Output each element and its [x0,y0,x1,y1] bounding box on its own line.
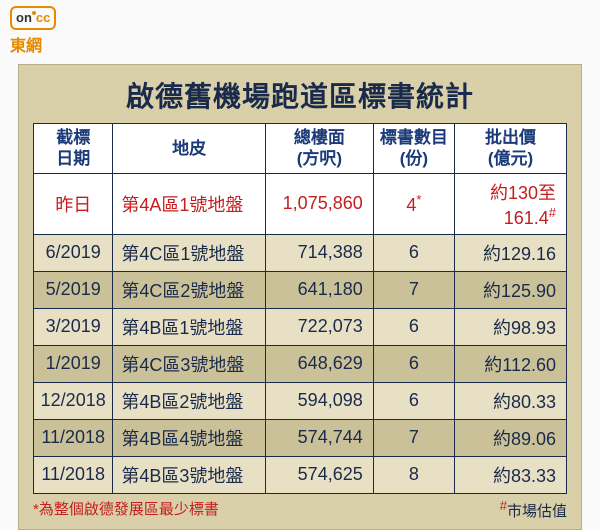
cell-lot: 第4B區3號地盤 [113,456,266,493]
cell-price: 約89.06 [455,419,567,456]
cell-date: 6/2019 [34,234,113,271]
cell-area: 574,625 [265,456,373,493]
cell-lot: 第4B區2號地盤 [113,382,266,419]
table-row: 1/2019第4C區3號地盤648,6296約112.60 [34,345,567,382]
table-row: 11/2018第4B區3號地盤574,6258約83.33 [34,456,567,493]
th-lot: 地皮 [113,124,266,174]
cell-price: 約130至161.4# [455,173,567,234]
cell-area: 641,180 [265,271,373,308]
brand-logo: oncc 東網 [0,0,600,58]
table-row: 6/2019第4C區1號地盤714,3886約129.16 [34,234,567,271]
cell-area: 594,098 [265,382,373,419]
cell-date: 3/2019 [34,308,113,345]
cell-bids: 8 [373,456,454,493]
table-row: 11/2018第4B區4號地盤574,7447約89.06 [34,419,567,456]
logo-cc: cc [36,10,50,25]
cell-area: 648,629 [265,345,373,382]
cell-date: 11/2018 [34,456,113,493]
th-price: 批出價(億元) [455,124,567,174]
cell-price: 約83.33 [455,456,567,493]
cell-lot: 第4A區1號地盤 [113,173,266,234]
panel-title: 啟德舊機場跑道區標書統計 [33,75,567,115]
cell-bids: 6 [373,345,454,382]
cell-area: 714,388 [265,234,373,271]
stats-panel: 啟德舊機場跑道區標書統計 截標日期 地皮 總樓面(方呎) 標書數目(份) 批出價… [18,64,582,530]
cell-price: 約98.93 [455,308,567,345]
table-header-row: 截標日期 地皮 總樓面(方呎) 標書數目(份) 批出價(億元) [34,124,567,174]
cell-lot: 第4C區2號地盤 [113,271,266,308]
cell-area: 1,075,860 [265,173,373,234]
cell-date: 11/2018 [34,419,113,456]
cell-lot: 第4C區3號地盤 [113,345,266,382]
cell-date: 5/2019 [34,271,113,308]
cell-bids: 6 [373,308,454,345]
th-area: 總樓面(方呎) [265,124,373,174]
cell-date: 12/2018 [34,382,113,419]
footnotes: *為整個啟德發展區最少標書 #市場估值 [33,498,567,521]
logo-icon: oncc [10,6,56,30]
cell-lot: 第4B區4號地盤 [113,419,266,456]
table-row: 昨日第4A區1號地盤1,075,8604*約130至161.4# [34,173,567,234]
table-row: 3/2019第4B區1號地盤722,0736約98.93 [34,308,567,345]
table-row: 5/2019第4C區2號地盤641,1807約125.90 [34,271,567,308]
cell-bids: 4* [373,173,454,234]
cell-lot: 第4B區1號地盤 [113,308,266,345]
th-date: 截標日期 [34,124,113,174]
cell-date: 昨日 [34,173,113,234]
cell-price: 約129.16 [455,234,567,271]
footnote-left: *為整個啟德發展區最少標書 [33,498,219,521]
cell-bids: 6 [373,234,454,271]
cell-bids: 6 [373,382,454,419]
logo-on: on [16,10,32,25]
cell-area: 574,744 [265,419,373,456]
tender-table: 截標日期 地皮 總樓面(方呎) 標書數目(份) 批出價(億元) 昨日第4A區1號… [33,123,567,494]
cell-date: 1/2019 [34,345,113,382]
cell-price: 約80.33 [455,382,567,419]
cell-bids: 7 [373,271,454,308]
cell-price: 約112.60 [455,345,567,382]
cell-price: 約125.90 [455,271,567,308]
logo-text: 東網 [10,32,590,56]
footnote-right: #市場估值 [500,498,567,521]
table-row: 12/2018第4B區2號地盤594,0986約80.33 [34,382,567,419]
th-bids: 標書數目(份) [373,124,454,174]
cell-bids: 7 [373,419,454,456]
cell-lot: 第4C區1號地盤 [113,234,266,271]
cell-area: 722,073 [265,308,373,345]
